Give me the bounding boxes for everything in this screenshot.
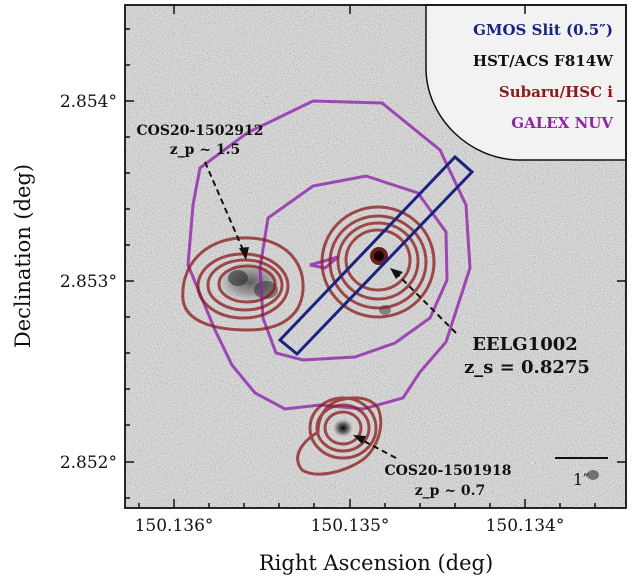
x-tick-label: 150.135° [311,516,390,536]
gmos-slit [277,154,475,357]
label-cos20-1501918: COS20-1501918 [385,463,512,479]
plot-frame [124,4,627,509]
galaxy-cos20-1501918 [333,419,353,437]
x-tick-label: 150.136° [135,516,214,536]
hsc-contours [181,205,436,476]
label-eelg1002-redshift: z_s = 0.8275 [464,357,590,378]
y-tick-label: 2.854° [60,92,117,112]
y-tick-label: 2.852° [60,453,117,473]
label-cos20-1502912: COS20-1502912 [137,123,264,139]
scale-bar-label: 1″ [573,470,589,489]
galex-contour-inner [258,174,449,362]
annotation-cos20-1502912: COS20-1502912 z_p ~ 1.5 [137,123,264,260]
arrow-eelg1002 [396,273,457,334]
legend-gmos-label: GMOS Slit (0.5″) [473,21,613,39]
axis-ticks [125,5,626,508]
arrowhead-cos20-1501918 [353,435,366,444]
label-cos20-1502912-redshift: z_p ~ 1.5 [170,142,241,158]
label-eelg1002: EELG1002 [472,334,578,355]
x-tick-label: 150.134° [486,516,565,536]
legend-hsc-label: Subaru/HSC i [499,83,613,101]
legend: GMOS Slit (0.5″) HST/ACS F814W Subaru/HS… [425,4,627,161]
label-cos20-1501918-redshift: z_p ~ 0.7 [415,483,486,499]
y-tick-label: 2.853° [60,272,117,292]
annotation-eelg1002: EELG1002 z_s = 0.8275 [390,268,590,378]
arrow-cos20-1502912 [204,161,245,253]
arrowhead-eelg1002 [390,268,403,279]
y-axis-label: Declination (deg) [11,164,35,348]
eelg1002-core [370,247,388,265]
legend-hst-label: HST/ACS F814W [473,52,614,70]
arrow-cos20-1501918 [359,438,397,459]
annotation-cos20-1501918: COS20-1501918 z_p ~ 0.7 [353,435,511,499]
x-axis-label: Right Ascension (deg) [259,551,493,575]
scale-bar: 1″ [555,457,608,489]
legend-galex-label: GALEX NUV [511,114,613,132]
galex-contour-outer [186,99,472,411]
arrowhead-cos20-1502912 [239,247,249,260]
